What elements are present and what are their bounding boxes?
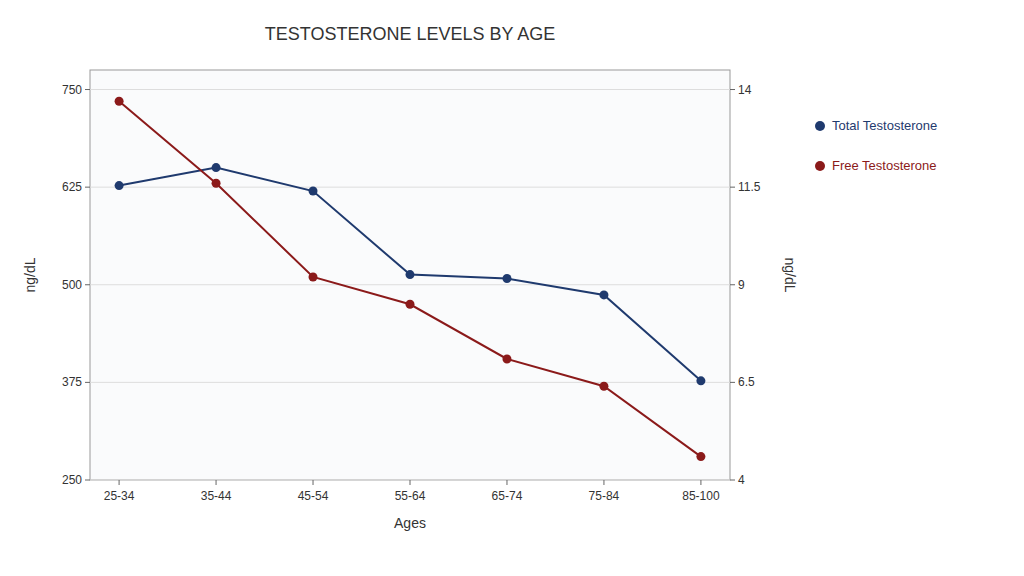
tick-mark [603,480,604,485]
tick-mark [410,480,411,485]
point [406,300,415,309]
tick-mark [85,187,90,188]
tick-label: 25-34 [104,489,135,503]
grid-line [90,187,730,188]
point [309,272,318,281]
y2-axis-label: ng/dL [782,257,798,292]
point [212,179,221,188]
grid-line [90,284,730,285]
plot-frame [90,70,730,480]
tick-label: 250 [62,473,82,487]
marks [115,97,706,461]
point [696,376,705,385]
y-axis-label: ng/dL [22,257,38,292]
background [0,0,1024,576]
legend-entry: Total Testosterone [832,118,937,133]
point [599,382,608,391]
point [212,163,221,172]
tick-label: 55-64 [395,489,426,503]
grid-line [90,382,730,383]
tick-mark [700,480,701,485]
tick-mark [85,89,90,90]
tick-label: 35-44 [201,489,232,503]
tick-mark [119,480,120,485]
tick-mark [216,480,217,485]
title: TESTOSTERONE LEVELS BY AGE [265,24,555,44]
tick-mark [313,480,314,485]
tick-mark [730,89,735,90]
tick-mark [730,480,735,481]
point [406,270,415,279]
point [309,187,318,196]
tick-mark [85,480,90,481]
tick-label: 625 [62,180,82,194]
tick-mark [85,382,90,383]
tick-label: 500 [62,278,82,292]
tick-label: 45-54 [298,489,329,503]
point [502,354,511,363]
legend-marker [815,121,825,131]
tick-mark [730,284,735,285]
legend-entry: Free Testosterone [832,158,937,173]
tick-label: 65-74 [492,489,523,503]
tick-mark [730,382,735,383]
tick-label: 14 [738,83,752,97]
legend-marker [815,161,825,171]
series-line [119,168,701,381]
tick-label: 11.5 [738,180,761,194]
tick-mark [85,284,90,285]
grid-line [90,89,730,90]
point [599,290,608,299]
tick-label: 85-100 [682,489,720,503]
tick-label: 9 [738,278,745,292]
x-axis-label: Ages [394,515,426,531]
tick-mark [506,480,507,485]
tick-label: 375 [62,375,82,389]
tick-label: 4 [738,473,745,487]
point [502,274,511,283]
series-line [119,101,701,456]
tick-mark [730,187,735,188]
point [115,97,124,106]
point [696,452,705,461]
point [115,181,124,190]
tick-label: 6.5 [738,375,755,389]
chart: 250 375 500 625 750 4 6.5 9 11.5 14 25-34 35-44 45-5… [0,0,1024,576]
tick-label: 75-84 [589,489,620,503]
tick-label: 750 [62,83,82,97]
